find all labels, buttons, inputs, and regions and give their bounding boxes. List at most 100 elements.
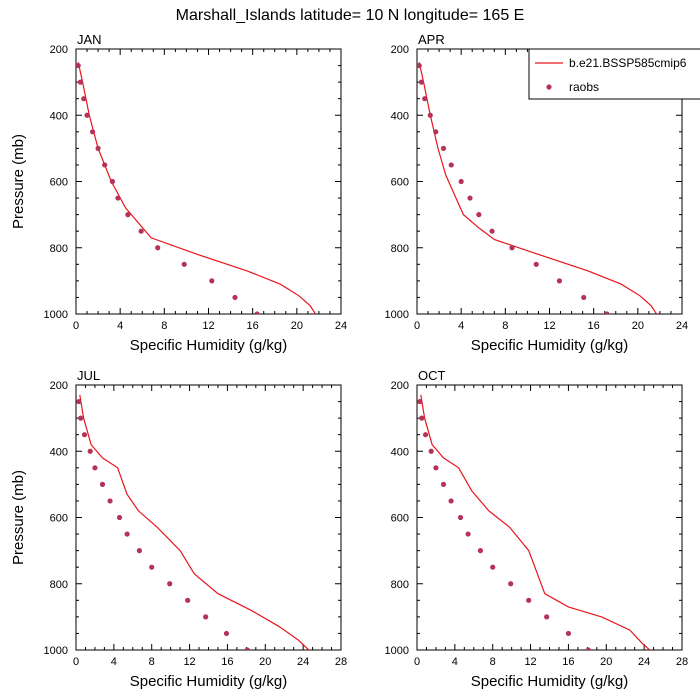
obs-point <box>427 112 433 118</box>
obs-point <box>102 162 108 168</box>
y-tick-label: 1000 <box>385 645 409 657</box>
obs-point <box>433 129 439 135</box>
obs-point <box>508 581 514 587</box>
y-axis-label: Pressure (mb) <box>10 470 27 565</box>
obs-point <box>465 531 471 537</box>
obs-point <box>448 498 454 504</box>
obs-point <box>244 647 250 650</box>
obs-point <box>581 294 587 301</box>
obs-point <box>422 96 428 102</box>
obs-point <box>76 62 81 69</box>
obs-point <box>440 481 447 487</box>
obs-point <box>458 178 464 185</box>
x-axis-label: Specific Humidity (g/kg) <box>130 337 288 354</box>
x-tick-label: 0 <box>73 656 79 668</box>
y-tick-label: 200 <box>391 380 409 392</box>
plot-data <box>76 394 310 650</box>
y-tick-label: 800 <box>50 579 68 591</box>
obs-point <box>232 294 238 301</box>
x-tick-label: 4 <box>117 320 123 332</box>
obs-point <box>422 432 429 438</box>
plot-data <box>76 62 317 314</box>
x-tick-label: 4 <box>458 320 464 332</box>
x-tick-label: 16 <box>221 656 233 668</box>
x-tick-label: 0 <box>414 656 420 668</box>
y-tick-label: 200 <box>50 44 68 56</box>
panel-label: OCT <box>418 368 446 383</box>
obs-point <box>556 278 563 284</box>
obs-point <box>149 564 155 570</box>
y-tick-label: 400 <box>391 446 409 458</box>
x-tick-label: 24 <box>676 320 688 332</box>
x-axis-label: Specific Humidity (g/kg) <box>471 337 629 354</box>
panel-label: JUL <box>77 368 100 383</box>
legend-box: b.e21.BSSP585cmip6 raobs <box>528 48 700 100</box>
x-tick-label: 12 <box>202 320 214 332</box>
plot-frame <box>75 384 342 651</box>
plot-frame <box>75 48 342 315</box>
x-tick-label: 0 <box>73 320 79 332</box>
legend-obs-label: raobs <box>569 80 599 94</box>
x-tick-label: 16 <box>588 320 600 332</box>
obs-point <box>418 79 425 85</box>
y-tick-label: 1000 <box>385 309 409 321</box>
y-tick-label: 1000 <box>44 645 68 657</box>
x-tick-label: 4 <box>111 656 117 668</box>
obs-point <box>448 162 454 168</box>
plot-data <box>417 394 651 650</box>
x-tick-label: 16 <box>562 656 574 668</box>
y-tick-label: 400 <box>50 446 68 458</box>
y-tick-label: 200 <box>50 380 68 392</box>
obs-point <box>81 96 87 102</box>
obs-point <box>78 415 84 421</box>
obs-point <box>254 311 260 314</box>
y-tick-label: 400 <box>391 110 409 122</box>
obs-point <box>565 630 572 637</box>
x-tick-label: 20 <box>291 320 303 332</box>
obs-point <box>115 195 121 201</box>
x-tick-label: 0 <box>414 320 420 332</box>
obs-point <box>417 62 422 69</box>
obs-point <box>509 245 515 251</box>
obs-point <box>544 614 550 620</box>
figure-title: Marshall_Islands latitude= 10 N longitud… <box>176 7 525 24</box>
series-line-model <box>77 62 317 314</box>
x-tick-label: 24 <box>638 656 650 668</box>
plot-data <box>417 62 658 314</box>
obs-point <box>203 614 209 620</box>
obs-point <box>433 465 439 471</box>
panel-jul: JUL 0 4 8 12 16 20 24 28 200 400 600 800 1000 Specific… <box>10 368 347 690</box>
x-axis-label: Specific Humidity (g/kg) <box>471 673 629 690</box>
panel-label: APR <box>418 32 445 47</box>
panel-label: JAN <box>77 32 102 47</box>
obs-point <box>116 514 123 521</box>
obs-point <box>526 597 532 603</box>
legend: b.e21.BSSP585cmip6 raobs <box>528 48 700 100</box>
x-tick-label: 20 <box>259 656 271 668</box>
obs-point <box>181 261 187 267</box>
x-tick-label: 12 <box>543 320 555 332</box>
obs-point <box>87 448 93 454</box>
legend-frame <box>528 48 700 100</box>
obs-point <box>476 212 482 218</box>
obs-point <box>155 245 161 251</box>
obs-point <box>457 514 464 521</box>
y-tick-label: 600 <box>391 513 409 525</box>
obs-point <box>92 465 98 471</box>
x-tick-label: 28 <box>676 656 688 668</box>
series-line-model <box>420 394 651 650</box>
obs-point <box>109 178 116 185</box>
obs-point <box>533 261 539 267</box>
x-tick-label: 8 <box>149 656 155 668</box>
series-line-model <box>418 62 658 314</box>
x-tick-label: 20 <box>600 656 612 668</box>
obs-point <box>489 228 495 234</box>
y-tick-label: 400 <box>50 110 68 122</box>
x-tick-label: 24 <box>335 320 347 332</box>
obs-point <box>95 145 101 151</box>
obs-point <box>585 647 591 650</box>
obs-point <box>84 112 90 118</box>
x-tick-label: 8 <box>502 320 508 332</box>
panel-oct: OCT 0 4 8 12 16 20 24 28 200 400 600 800 1000 Specific… <box>385 368 689 690</box>
